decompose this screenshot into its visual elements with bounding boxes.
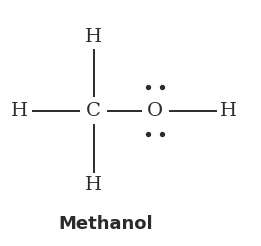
Text: Methanol: Methanol xyxy=(58,215,153,233)
Text: H: H xyxy=(85,175,102,194)
Text: O: O xyxy=(147,102,163,120)
Text: C: C xyxy=(86,102,101,120)
Text: H: H xyxy=(220,102,238,120)
Text: H: H xyxy=(11,102,28,120)
Text: H: H xyxy=(85,28,102,46)
